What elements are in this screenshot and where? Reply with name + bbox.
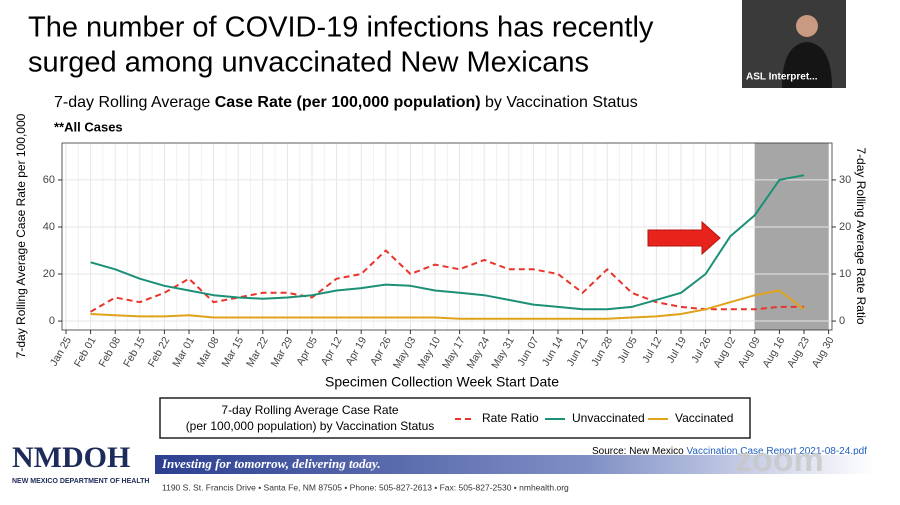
plot-border	[61, 142, 833, 331]
interpreter-body	[782, 42, 832, 88]
banner-text: Investing for tomorrow, delivering today…	[161, 456, 381, 471]
y2-tick-label: 30	[839, 174, 851, 186]
source: Source: New Mexico Vaccination Case Repo…	[592, 446, 867, 457]
source-text: Source: New Mexico	[592, 446, 686, 457]
banner	[155, 455, 875, 474]
zoom-watermark: zoom	[735, 441, 824, 479]
legend-label: Unvaccinated	[572, 411, 645, 425]
y2-tick-label: 10	[839, 268, 851, 280]
series-line	[90, 289, 805, 320]
legend-title: 7-day Rolling Average Case Rate	[221, 403, 399, 417]
arrow	[647, 220, 721, 256]
slide-title: The number of COVID-19 infections has re…	[28, 12, 654, 44]
chart-title: 7-day Rolling Average Case Rate (per 100…	[54, 94, 638, 111]
series-line	[90, 174, 805, 311]
y-tick-label: 40	[43, 221, 55, 233]
legend-label: Rate Ratio	[482, 411, 539, 425]
y-axis-label: 7-day Rolling Average Case Rate per 100,…	[14, 113, 28, 358]
title-part: Case Rate (per 100,000 population)	[215, 94, 481, 111]
address: 1190 S. St. Francis Drive • Santa Fe, NM…	[162, 482, 569, 492]
legend-title: (per 100,000 population) by Vaccination …	[186, 419, 435, 433]
slide-title: surged among unvaccinated New Mexicans	[28, 47, 589, 79]
y2-tick-label: 20	[839, 221, 851, 233]
series-line	[90, 249, 804, 313]
title-part: 7-day Rolling Average	[54, 94, 215, 111]
legend-label: Vaccinated	[675, 411, 733, 425]
title-part: by Vaccination Status	[481, 94, 638, 111]
y-tick-label: 60	[43, 174, 55, 186]
interpreter-head	[796, 15, 818, 37]
y2-tick-label: 0	[839, 315, 845, 327]
y-tick-label: 0	[49, 315, 55, 327]
y2-axis-label: 7-day Rolling Average Rate Ratio	[854, 147, 868, 325]
video-label: ASL Interpret...	[746, 72, 818, 83]
logo: NMDOH	[12, 441, 130, 474]
chart-subtitle: **All Cases	[54, 119, 123, 134]
highlight-band	[754, 143, 829, 330]
legend: Rate Ratio Unvaccinated Vaccinated	[455, 411, 733, 425]
y-tick-label: 20	[43, 268, 55, 280]
logo-subtitle: NEW MEXICO DEPARTMENT OF HEALTH	[12, 478, 149, 485]
source-link: Vaccination Case Report 2021-08-24.pdf	[686, 446, 867, 457]
x-axis-label: Specimen Collection Week Start Date	[325, 374, 559, 390]
